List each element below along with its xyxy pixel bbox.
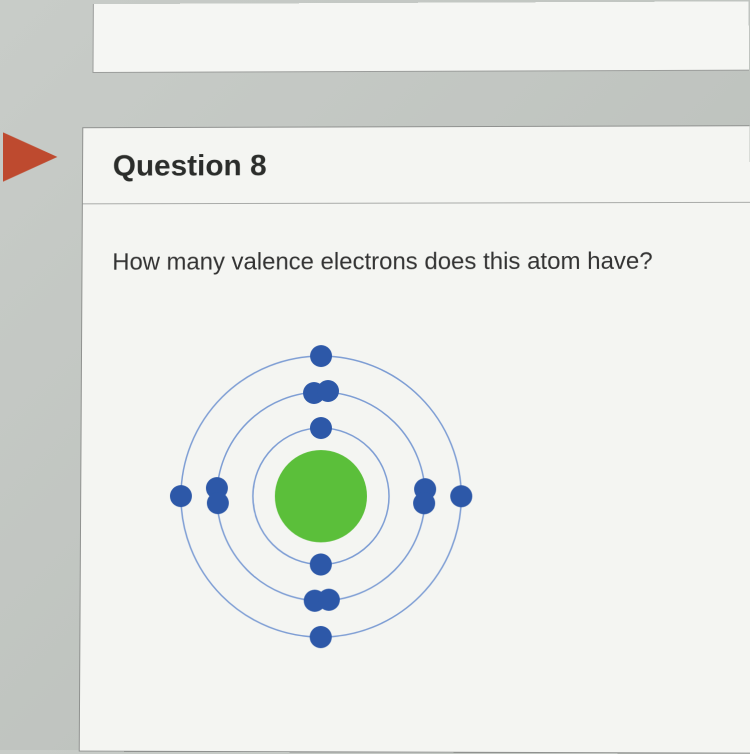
question-body: How many valence electrons does this ato… (80, 203, 750, 679)
question-prompt: How many valence electrons does this ato… (112, 248, 720, 277)
electron-10 (207, 492, 229, 514)
electron-8 (318, 589, 340, 611)
previous-question-box (92, 1, 749, 73)
question-title: Question 8 (113, 148, 720, 183)
electron-11 (310, 345, 332, 367)
atom-svg (140, 296, 502, 658)
electron-14 (170, 485, 192, 507)
electron-12 (450, 485, 472, 507)
electron-4 (317, 380, 339, 402)
question-header: Question 8 (83, 126, 750, 204)
current-question-pointer (3, 132, 58, 182)
electron-2 (310, 553, 332, 575)
question-card: Question 8 How many valence electrons do… (79, 125, 750, 753)
electron-1 (310, 417, 332, 439)
nucleus (275, 450, 367, 542)
electron-13 (310, 626, 332, 648)
atom-diagram (140, 296, 502, 658)
electron-6 (413, 492, 435, 514)
